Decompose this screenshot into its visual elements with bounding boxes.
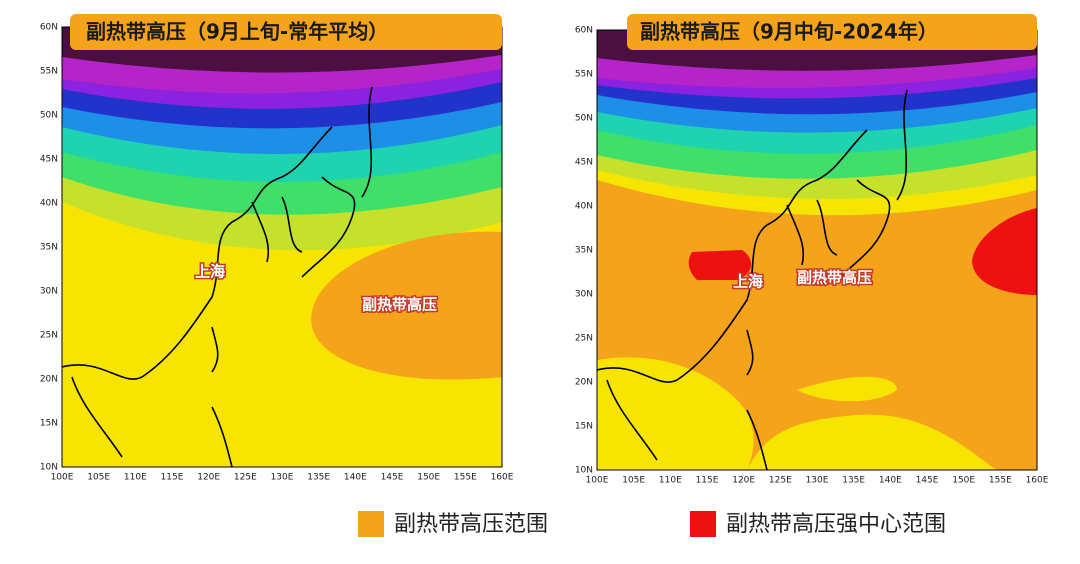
place-label: 副热带高压 [797, 269, 872, 287]
lon-tick-label: 130E [271, 473, 294, 483]
panel-title: 副热带高压（9月中旬-2024年） [640, 20, 938, 44]
lat-tick-label: 20N [40, 375, 58, 385]
map-panel [596, 29, 1038, 471]
map-panel [61, 26, 503, 468]
lon-tick-label: 145E [381, 473, 404, 483]
lon-tick-label: 100E [586, 476, 609, 486]
lat-tick-label: 40N [575, 202, 593, 212]
lon-tick-label: 110E [124, 473, 147, 483]
lon-tick-label: 155E [454, 473, 477, 483]
title-box [627, 14, 1037, 50]
lon-tick-label: 130E [806, 476, 829, 486]
legend-label: 副热带高压范围 [394, 512, 548, 537]
lon-tick-label: 155E [989, 476, 1012, 486]
place-label: 副热带高压 [362, 296, 437, 314]
lat-tick-label: 10N [40, 463, 58, 473]
lat-tick-label: 50N [575, 114, 593, 124]
lat-tick-label: 35N [40, 243, 58, 253]
legend-swatch [690, 511, 716, 537]
place-label: 上海 [733, 273, 763, 291]
lon-tick-label: 105E [87, 473, 110, 483]
lon-tick-label: 140E [344, 473, 367, 483]
lon-tick-label: 110E [659, 476, 682, 486]
legend: 副热带高压范围 副热带高压强中心范围 [358, 511, 946, 537]
lon-tick-label: 115E [161, 473, 184, 483]
lon-tick-label: 105E [622, 476, 645, 486]
panel-title: 副热带高压（9月上旬-常年平均） [86, 20, 388, 44]
lat-tick-label: 25N [40, 331, 58, 341]
lon-tick-label: 135E [307, 473, 330, 483]
lon-tick-label: 125E [234, 473, 257, 483]
lat-tick-label: 30N [40, 287, 58, 297]
lat-tick-label: 60N [40, 23, 58, 33]
lon-tick-label: 120E [197, 473, 220, 483]
lat-tick-label: 20N [575, 378, 593, 388]
title-box [70, 14, 502, 50]
lon-tick-label: 150E [417, 473, 440, 483]
lon-tick-label: 125E [769, 476, 792, 486]
lat-tick-label: 35N [575, 246, 593, 256]
lat-tick-label: 30N [575, 290, 593, 300]
lat-tick-label: 15N [575, 422, 593, 432]
lat-tick-label: 45N [575, 158, 593, 168]
lat-tick-label: 25N [575, 334, 593, 344]
lon-tick-label: 145E [916, 476, 939, 486]
legend-swatch [358, 511, 384, 537]
lat-tick-label: 10N [575, 466, 593, 476]
lat-tick-label: 55N [575, 70, 593, 80]
lon-tick-label: 160E [1026, 476, 1049, 486]
lon-tick-label: 150E [952, 476, 975, 486]
lat-tick-label: 40N [40, 199, 58, 209]
lon-tick-label: 135E [842, 476, 865, 486]
lon-tick-label: 100E [51, 473, 74, 483]
legend-label: 副热带高压强中心范围 [726, 512, 946, 537]
lon-tick-label: 140E [879, 476, 902, 486]
lat-tick-label: 50N [40, 111, 58, 121]
lat-tick-label: 15N [40, 419, 58, 429]
lat-tick-label: 55N [40, 67, 58, 77]
lat-tick-label: 60N [575, 26, 593, 36]
place-label: 上海 [195, 263, 225, 281]
lon-tick-label: 115E [696, 476, 719, 486]
lon-tick-label: 160E [491, 473, 514, 483]
lat-tick-label: 45N [40, 155, 58, 165]
lon-tick-label: 120E [732, 476, 755, 486]
